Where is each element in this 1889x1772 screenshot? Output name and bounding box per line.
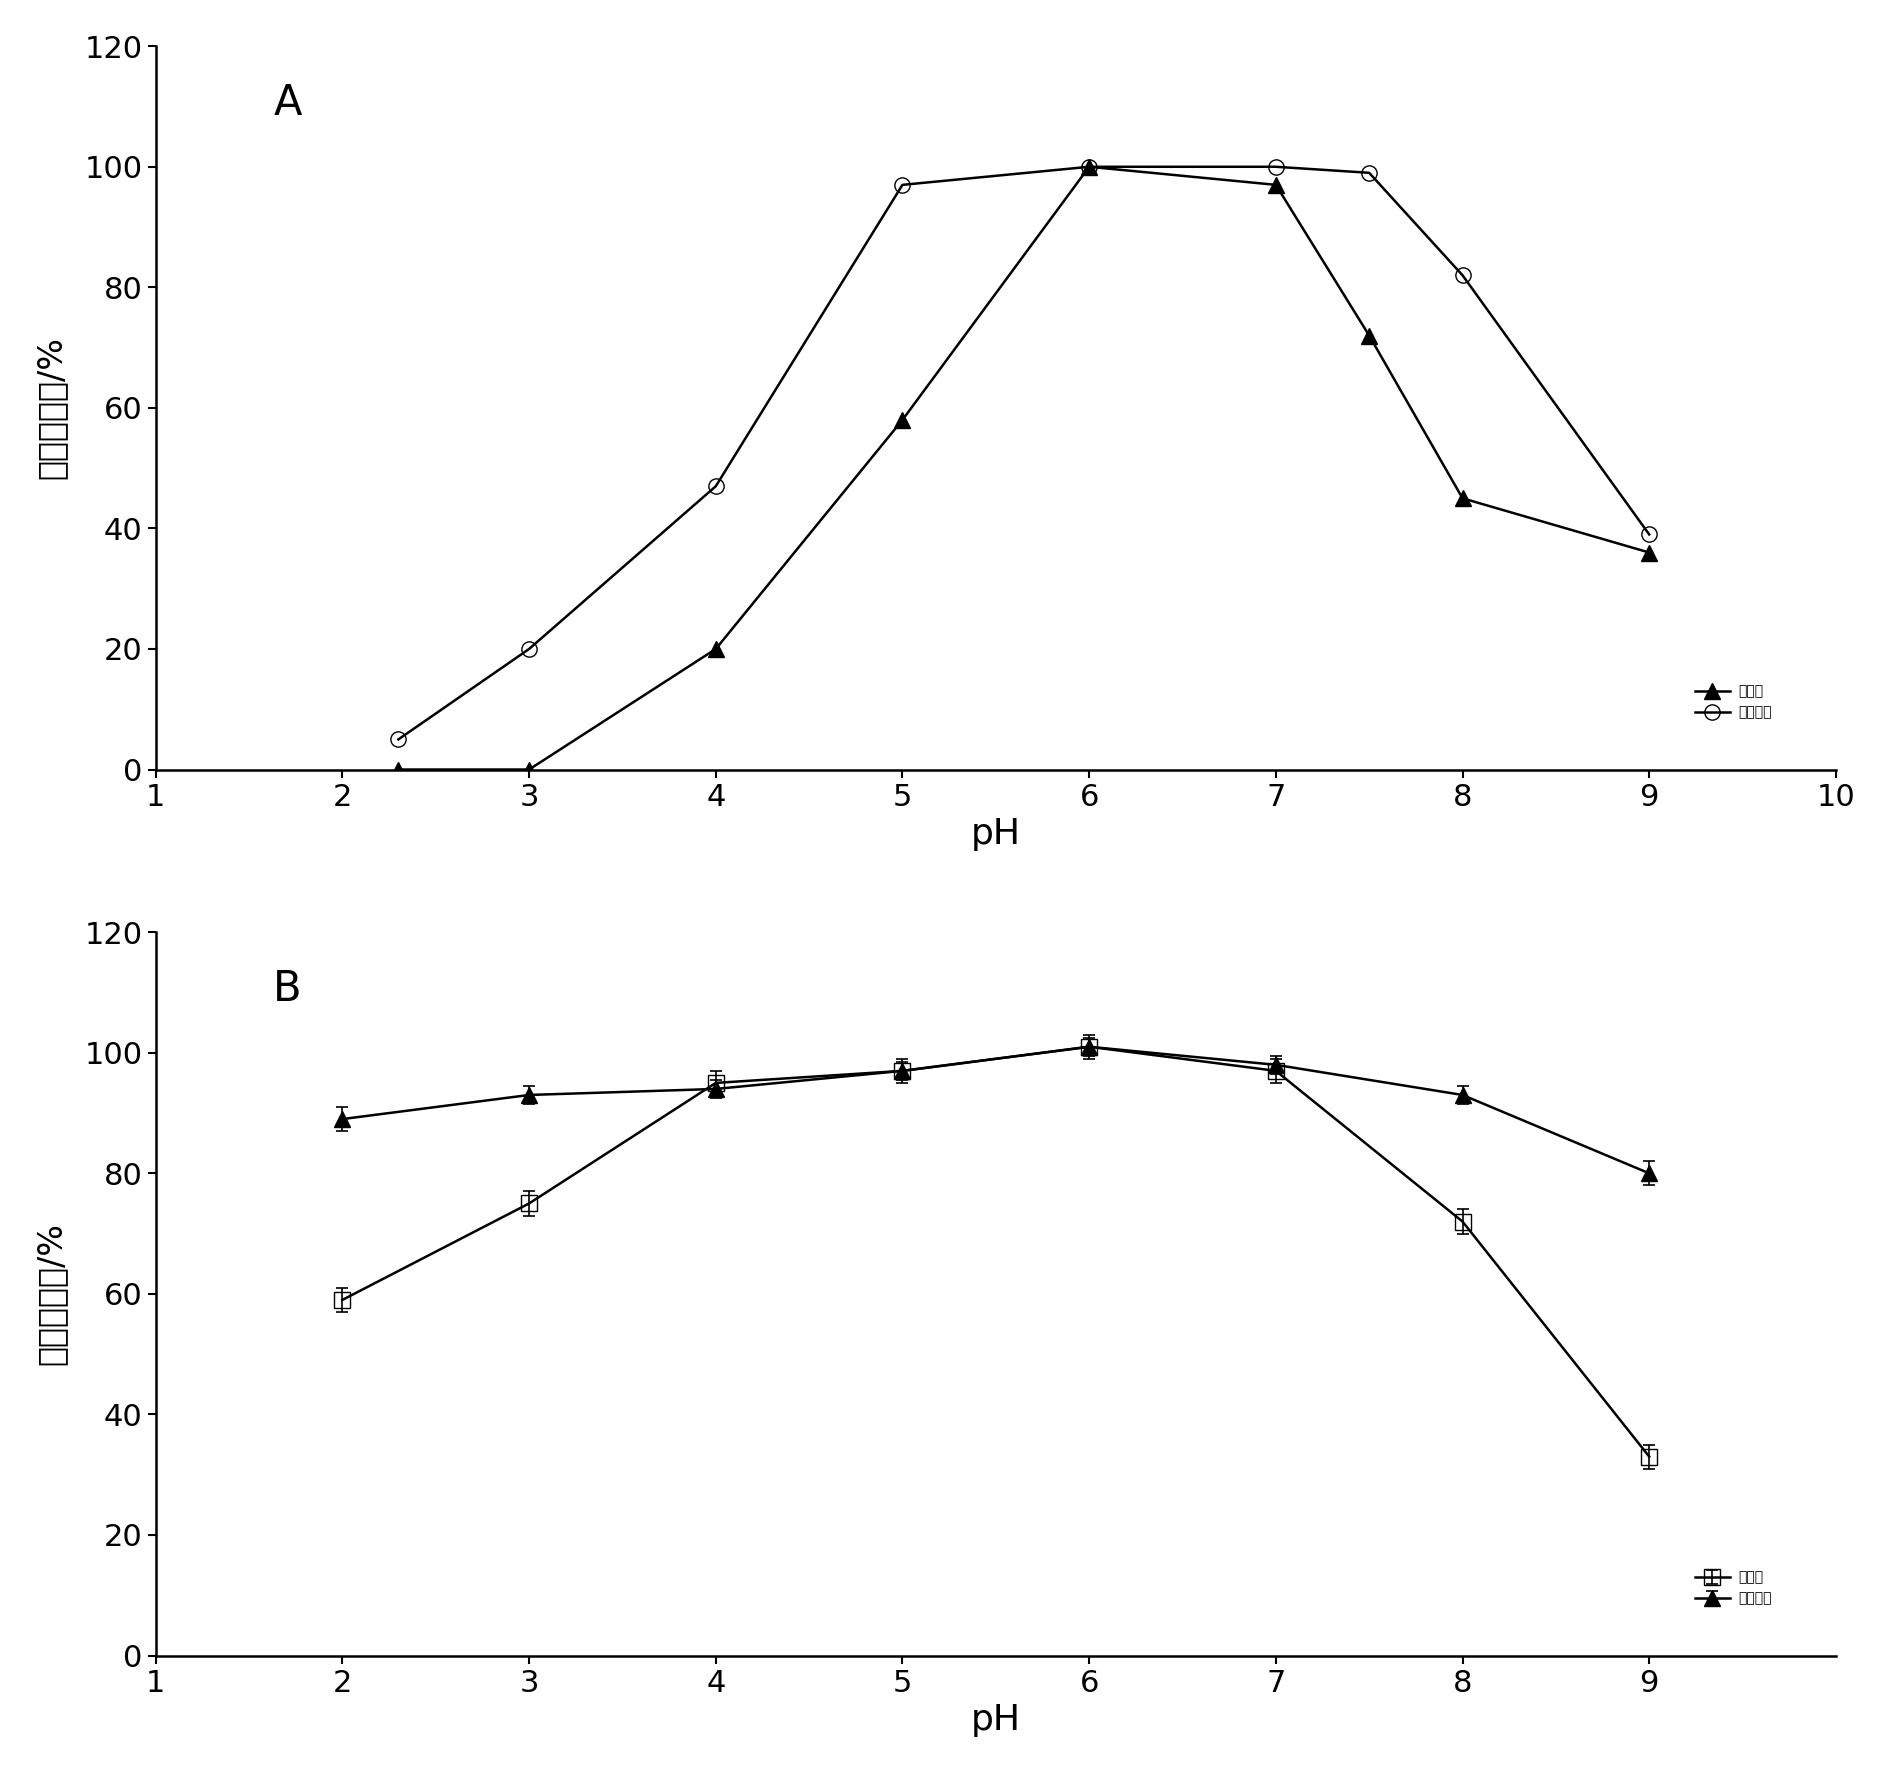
Line: 固定化酶: 固定化酶 — [391, 159, 1657, 748]
Y-axis label: 相对酶活力/%: 相对酶活力/% — [34, 1223, 68, 1366]
Text: B: B — [274, 968, 302, 1010]
游离酶 — [1077, 156, 1099, 177]
游离酶 — [890, 409, 912, 431]
游离酶 — [1264, 174, 1286, 195]
游离酶 — [518, 758, 540, 780]
X-axis label: pH: pH — [971, 1703, 1020, 1737]
固定化酶 — [387, 728, 410, 750]
游离酶 — [387, 758, 410, 780]
X-axis label: pH: pH — [971, 817, 1020, 851]
Y-axis label: 相对酶活力/%: 相对酶活力/% — [34, 337, 68, 480]
Text: A: A — [274, 82, 302, 124]
固定化酶 — [1638, 525, 1660, 546]
固定化酶 — [1356, 163, 1379, 184]
固定化酶 — [890, 174, 912, 195]
游离酶 — [1356, 324, 1379, 346]
游离酶 — [1638, 542, 1660, 563]
固定化酶 — [518, 638, 540, 659]
Legend: 游离酶, 固定化酶: 游离酶, 固定化酶 — [1687, 677, 1778, 727]
游离酶 — [1451, 487, 1473, 509]
固定化酶 — [1264, 156, 1286, 177]
Legend: 游离酶, 固定化酶: 游离酶, 固定化酶 — [1687, 1563, 1778, 1613]
游离酶 — [705, 638, 727, 659]
固定化酶 — [705, 475, 727, 496]
固定化酶 — [1451, 264, 1473, 285]
Line: 游离酶: 游离酶 — [391, 159, 1657, 778]
固定化酶 — [1077, 156, 1099, 177]
